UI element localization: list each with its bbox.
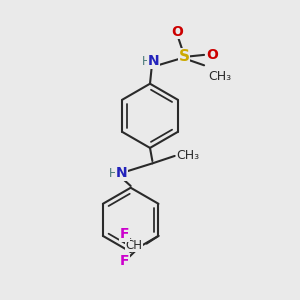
- Text: H: H: [142, 55, 151, 68]
- Text: N: N: [116, 167, 127, 181]
- Text: CH₃: CH₃: [176, 149, 199, 162]
- Text: H: H: [109, 167, 118, 180]
- Text: F: F: [119, 254, 129, 268]
- Text: O: O: [206, 48, 218, 62]
- Text: O: O: [171, 25, 183, 39]
- Text: CH₃: CH₃: [208, 70, 231, 83]
- Text: S: S: [179, 49, 190, 64]
- Text: N: N: [148, 54, 160, 68]
- Text: F: F: [119, 227, 129, 242]
- Text: CH: CH: [126, 239, 143, 252]
